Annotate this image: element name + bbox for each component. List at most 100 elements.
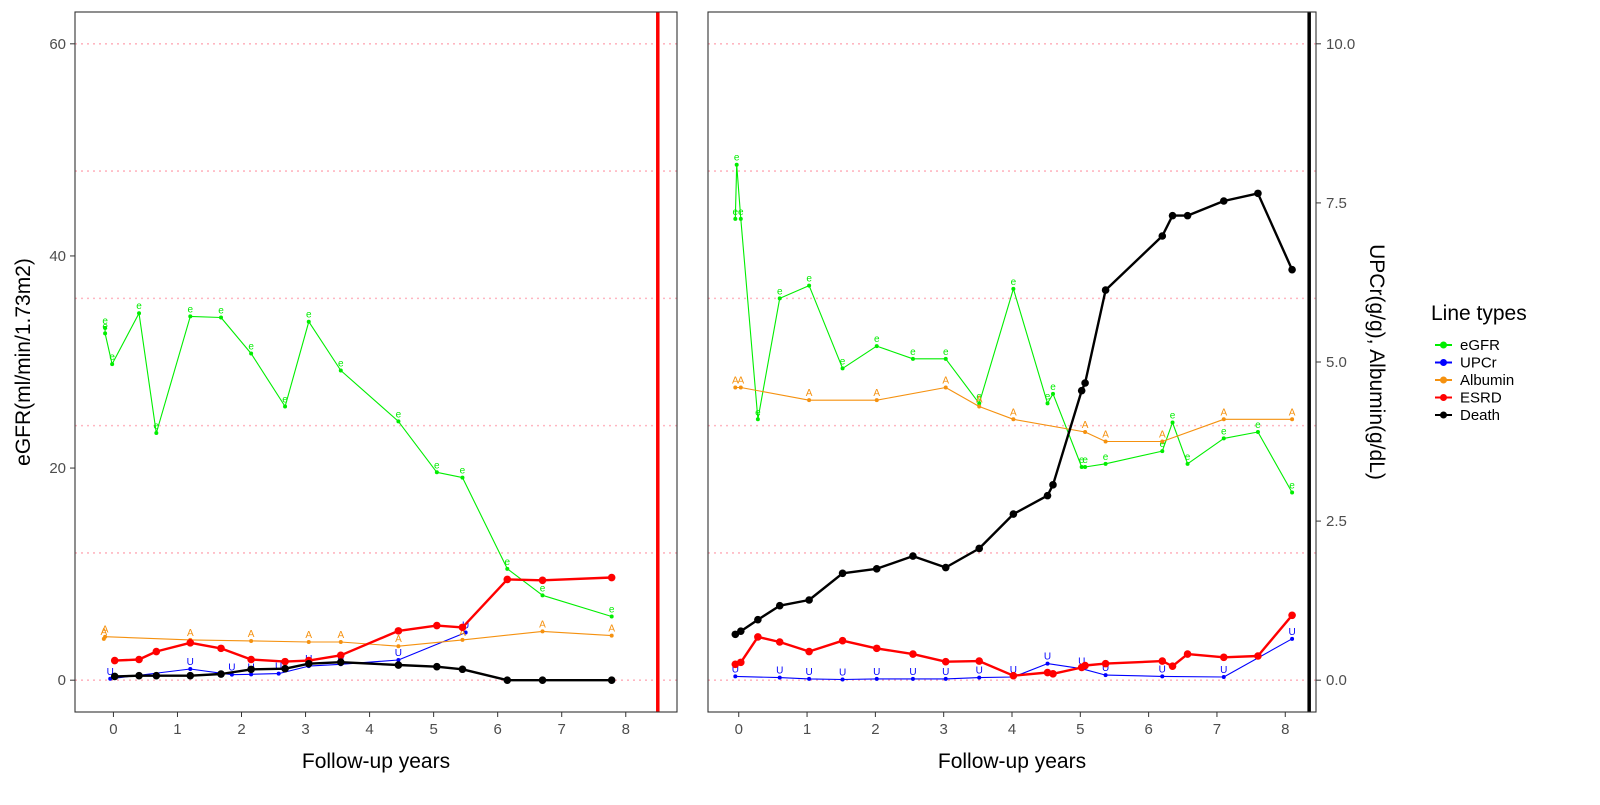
data-point [1160, 439, 1165, 444]
data-point [217, 644, 225, 653]
data-point [910, 356, 915, 361]
data-point [110, 656, 119, 665]
point-marker-label: e [910, 347, 916, 358]
data-point [338, 640, 343, 644]
data-point [336, 658, 345, 666]
x-tick-label: 4 [365, 721, 373, 738]
data-point [394, 627, 403, 635]
point-marker-label: U [1288, 627, 1295, 638]
legend-item-upcr: UPCr [1435, 355, 1497, 372]
x-tick-label: 2 [237, 721, 245, 738]
legend-key-point [1440, 394, 1447, 401]
point-marker-label: A [337, 630, 344, 641]
x-tick-label: 6 [1144, 721, 1152, 738]
data-point [738, 385, 743, 390]
point-marker-label: e [218, 305, 224, 316]
data-point [1168, 211, 1177, 220]
data-point [1168, 662, 1177, 670]
point-marker-label: e [840, 356, 846, 367]
data-point [110, 362, 115, 367]
point-marker-label: e [874, 334, 880, 345]
series-albumin: AA A A A A AAA A [100, 619, 615, 649]
data-point [734, 162, 739, 167]
legend-key-point [1440, 341, 1447, 349]
data-point [872, 644, 881, 653]
point-marker-label: e [1255, 420, 1261, 431]
legend-key-point [1440, 359, 1447, 366]
x-tick-label: 6 [494, 721, 502, 738]
point-marker-label: e [738, 207, 744, 218]
point-marker-label: e [306, 310, 312, 321]
data-point [943, 385, 948, 390]
data-point [943, 356, 948, 361]
point-marker-label: e [755, 407, 761, 418]
data-point [1255, 430, 1260, 434]
point-marker-label: A [102, 625, 109, 636]
point-marker-label: A [539, 619, 546, 630]
data-point [807, 283, 812, 288]
data-point [805, 647, 813, 656]
data-point [219, 315, 224, 320]
data-point [838, 636, 847, 645]
data-point [276, 671, 281, 676]
data-point [738, 216, 743, 221]
point-marker-label: A [248, 629, 255, 640]
data-point [840, 366, 845, 371]
point-marker-label: e [434, 460, 440, 471]
point-marker-label: U [776, 666, 783, 677]
x-tick-label: 7 [1213, 721, 1221, 738]
data-point [283, 404, 288, 409]
data-point [249, 351, 254, 356]
point-marker-label: e [540, 583, 546, 594]
data-point [247, 665, 255, 674]
y-axis-title: UPCr(g/g), Albumin(g/dL) [1365, 244, 1388, 480]
data-point [1011, 286, 1016, 291]
data-point [609, 614, 614, 619]
series-death [110, 658, 616, 684]
data-point [736, 627, 745, 635]
point-marker-label: U [909, 667, 916, 678]
data-point [1103, 439, 1108, 444]
plot-area: eeeeeeeeeeeeeeeeeUUUUUUUUUAAAAAAAAAA [100, 301, 616, 684]
x-tick-label: 3 [301, 721, 309, 738]
point-marker-label: e [1289, 480, 1295, 491]
series-death [731, 189, 1296, 639]
data-point [1050, 391, 1055, 396]
data-point [186, 671, 195, 680]
y-tick-label: 10.0 [1326, 36, 1355, 53]
data-point [909, 650, 917, 658]
point-marker-label: A [806, 388, 813, 399]
data-point [1254, 189, 1262, 198]
point-marker-label: e [734, 153, 740, 164]
data-point [775, 638, 784, 646]
data-point [1221, 417, 1226, 422]
data-point [807, 398, 812, 403]
data-point [910, 676, 915, 681]
data-point [281, 664, 289, 673]
legend-item-label: Death [1460, 407, 1500, 424]
point-marker-label: e [609, 605, 615, 616]
data-point [941, 657, 950, 666]
legend-item-esrd: ESRD [1435, 390, 1502, 407]
data-point [874, 398, 879, 403]
series-line-albumin [735, 386, 1293, 443]
point-marker-label: U [873, 667, 880, 678]
data-point [103, 634, 108, 639]
data-point [1043, 491, 1052, 500]
series-line-esrd [734, 614, 1294, 677]
data-point [152, 647, 161, 656]
data-point [503, 676, 512, 684]
x-tick-label: 5 [1076, 721, 1084, 738]
point-marker-label: e [187, 304, 193, 315]
data-point [396, 644, 401, 649]
data-point [1083, 465, 1088, 469]
point-marker-label: U [1044, 652, 1051, 663]
point-marker-label: e [777, 286, 783, 297]
data-point [103, 326, 108, 331]
data-point [336, 651, 345, 660]
data-point [1254, 652, 1262, 660]
